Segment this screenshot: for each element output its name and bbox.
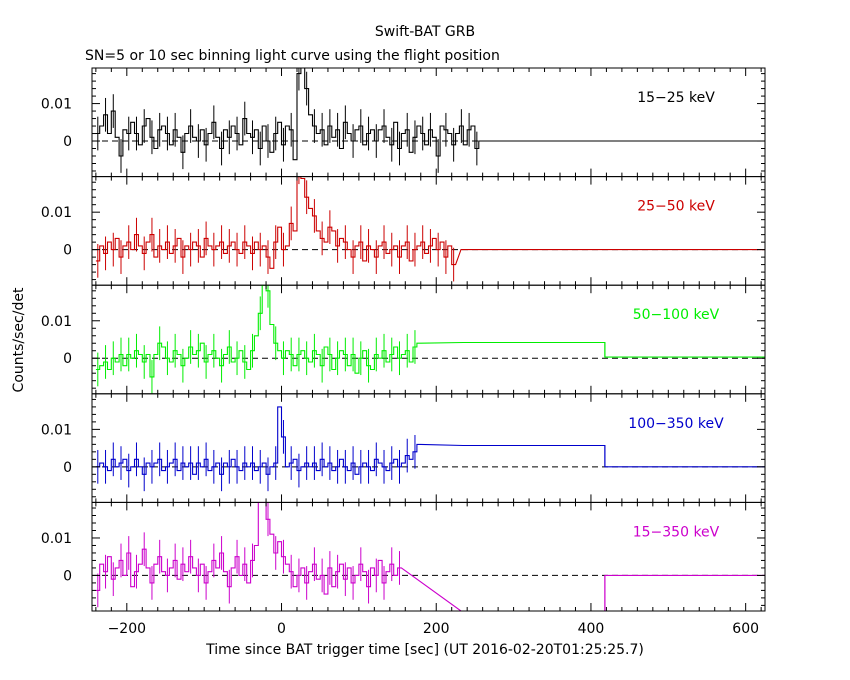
x-tick-label: 0 <box>277 621 286 637</box>
y-tick-label: 0 <box>63 351 72 367</box>
series-line <box>95 176 765 269</box>
panel-frame <box>91 393 766 503</box>
series-label: 50−100 keV <box>633 307 720 323</box>
panel-5: 0 0.01 15−350 keV <box>41 501 766 612</box>
panel-frame <box>91 501 766 612</box>
panel-frame <box>91 67 766 178</box>
y-tick-label: 0 <box>63 134 72 150</box>
y-tick-label: 0.01 <box>41 205 72 221</box>
chart-subtitle: SN=5 or 10 sec binning light curve using… <box>85 48 500 64</box>
series-label: 15−25 keV <box>637 90 715 106</box>
x-tick-label: −200 <box>108 621 146 637</box>
chart-title: Swift-BAT GRB <box>375 24 475 40</box>
y-tick-label: 0 <box>63 460 72 476</box>
y-tick-label: 0.01 <box>41 97 72 113</box>
panel-1: 0 0.01 15−25 keV <box>41 67 766 178</box>
panel-4: 0 0.01 100−350 keV <box>41 393 766 503</box>
y-axis-label: Counts/sec/det <box>11 287 27 392</box>
series-line <box>95 285 765 378</box>
x-tick-label: 200 <box>423 621 450 637</box>
y-tick-label: 0.01 <box>41 314 72 330</box>
panel-3: 0 0.01 50−100 keV <box>41 284 766 395</box>
panel-2: 0 0.01 25−50 keV <box>41 176 766 286</box>
series-label: 100−350 keV <box>628 416 724 432</box>
y-tick-label: 0.01 <box>41 422 72 438</box>
x-tick-label: 400 <box>578 621 605 637</box>
panels: 0 0.01 15−25 keV 0 0.01 25−50 keV 0 0.01 50−100 … <box>41 67 766 637</box>
series-label: 25−50 keV <box>637 199 715 215</box>
panel-frame <box>91 284 766 395</box>
x-tick-label: 600 <box>732 621 759 637</box>
series-line <box>95 68 765 161</box>
y-tick-label: 0 <box>63 568 72 584</box>
series-line <box>95 502 765 611</box>
x-axis-label: Time since BAT trigger time [sec] (UT 20… <box>205 642 644 658</box>
panel-frame <box>91 176 766 286</box>
series-label: 15−350 keV <box>633 524 720 540</box>
y-tick-label: 0.01 <box>41 531 72 547</box>
y-tick-label: 0 <box>63 243 72 259</box>
